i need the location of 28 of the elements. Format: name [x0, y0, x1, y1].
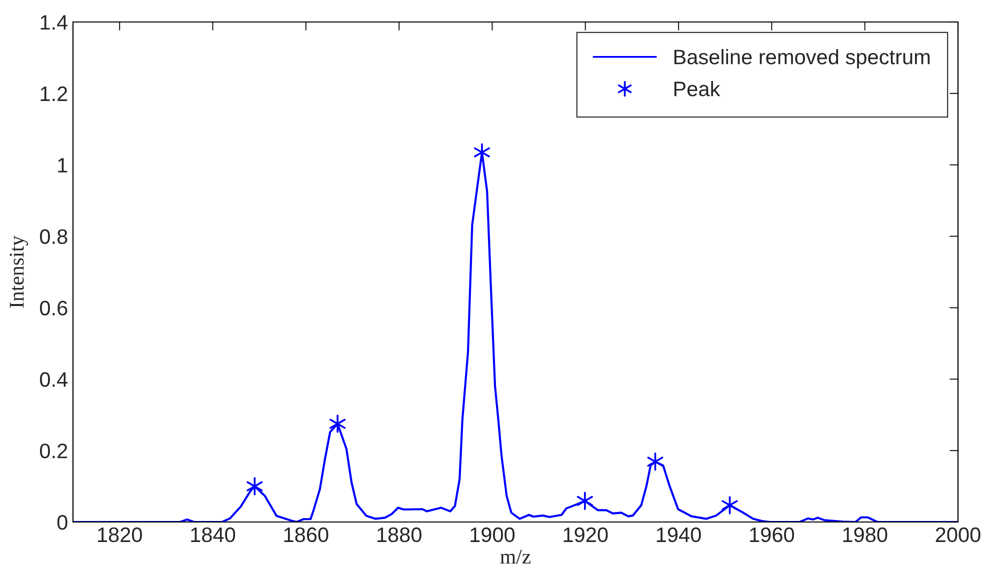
y-axis-title: Intensity — [10, 236, 28, 308]
x-tick-label: 1960 — [750, 527, 794, 542]
y-tick-label: 1.2 — [40, 86, 68, 101]
y-tick-label: 1.4 — [40, 15, 68, 30]
y-tick-label: 0.4 — [40, 372, 68, 387]
y-tick-label: 0.6 — [40, 300, 68, 316]
legend-label: Peak — [674, 81, 720, 96]
x-tick-label: 1820 — [98, 527, 142, 542]
x-tick-label: 2000 — [936, 527, 980, 542]
point — [576, 492, 593, 510]
point — [722, 496, 738, 514]
y-tick-label: 1 — [58, 158, 68, 172]
x-tick-label: 1860 — [284, 527, 328, 542]
point — [474, 143, 490, 162]
x-tick-label: 1900 — [470, 527, 515, 542]
x-tick-label: 1840 — [191, 527, 236, 542]
point — [246, 477, 263, 496]
x-tick-label: 1920 — [564, 527, 608, 542]
y-tick-label: 0.8 — [40, 229, 68, 244]
point — [647, 452, 664, 471]
point — [330, 414, 346, 433]
y-tick-label: 0 — [57, 515, 68, 530]
legend-label: Baseline removed spectrum — [674, 49, 930, 69]
x-tick-label: 1940 — [656, 527, 701, 542]
x-tick-label: 1980 — [843, 527, 888, 542]
x-axis-title: m/z — [500, 550, 531, 564]
x-tick-label: 1880 — [377, 527, 422, 542]
y-tick-label: 0.2 — [40, 444, 68, 458]
